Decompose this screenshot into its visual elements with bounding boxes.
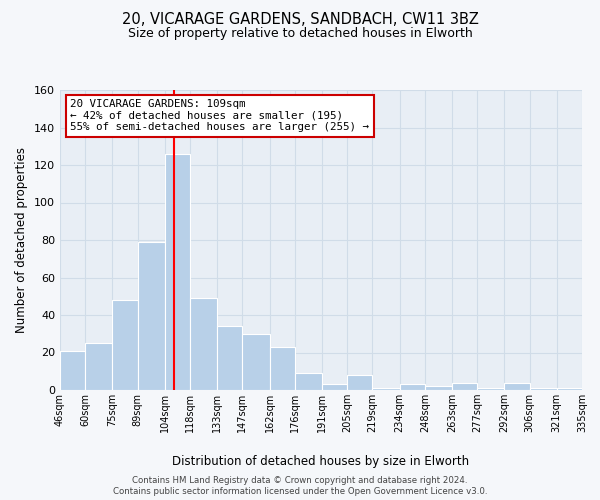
Text: 20 VICARAGE GARDENS: 109sqm
← 42% of detached houses are smaller (195)
55% of se: 20 VICARAGE GARDENS: 109sqm ← 42% of det… <box>70 99 370 132</box>
Bar <box>400 384 425 390</box>
Text: Distribution of detached houses by size in Elworth: Distribution of detached houses by size … <box>172 455 470 468</box>
Text: Contains HM Land Registry data © Crown copyright and database right 2024.: Contains HM Land Registry data © Crown c… <box>132 476 468 485</box>
Bar <box>347 375 373 390</box>
Bar <box>190 298 217 390</box>
Bar <box>137 242 165 390</box>
Bar <box>425 386 452 390</box>
Bar <box>530 388 557 390</box>
Bar <box>242 334 269 390</box>
Bar <box>112 300 137 390</box>
Bar <box>452 382 477 390</box>
Y-axis label: Number of detached properties: Number of detached properties <box>16 147 28 333</box>
Bar <box>165 154 190 390</box>
Bar <box>295 373 322 390</box>
Bar <box>477 388 505 390</box>
Bar <box>269 347 295 390</box>
Bar <box>557 388 582 390</box>
Bar <box>373 388 400 390</box>
Text: Contains public sector information licensed under the Open Government Licence v3: Contains public sector information licen… <box>113 488 487 496</box>
Bar <box>217 326 242 390</box>
Bar <box>60 350 85 390</box>
Bar <box>322 384 347 390</box>
Text: 20, VICARAGE GARDENS, SANDBACH, CW11 3BZ: 20, VICARAGE GARDENS, SANDBACH, CW11 3BZ <box>122 12 478 28</box>
Bar <box>505 382 530 390</box>
Text: Size of property relative to detached houses in Elworth: Size of property relative to detached ho… <box>128 28 472 40</box>
Bar <box>85 343 112 390</box>
